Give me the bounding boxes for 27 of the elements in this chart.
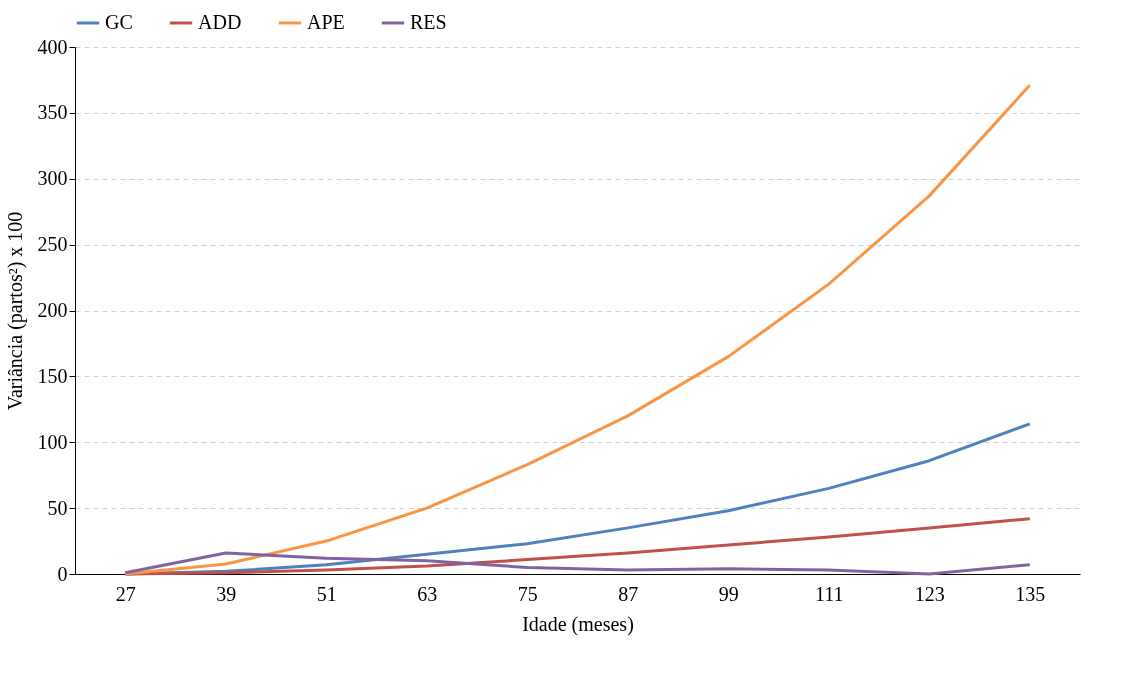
y-tick-label: 250 (37, 233, 68, 256)
y-tick-label: 100 (37, 430, 68, 453)
y-tick-label: 400 (37, 35, 68, 58)
x-axis-title: Idade (meses) (522, 612, 634, 636)
x-tick-label: 51 (316, 582, 337, 605)
y-tick-label: 0 (57, 562, 68, 585)
y-tick-label: 150 (37, 364, 68, 387)
x-tick-label: 39 (216, 582, 237, 605)
x-tick-label: 27 (115, 582, 136, 605)
x-tick-label: 87 (618, 582, 639, 605)
x-tick-label: 63 (417, 582, 438, 605)
x-tick-label: 99 (718, 582, 739, 605)
line-series (123, 83, 1032, 576)
line-series (123, 551, 1032, 576)
y-tick-label: 300 (37, 167, 68, 190)
legend-label: RES (410, 11, 447, 33)
legend-label: APE (307, 11, 345, 33)
x-tick-label: 75 (517, 582, 538, 605)
y-axis-title: Variância (partos²) x 100 (3, 211, 27, 411)
x-tick-label: 135 (1015, 582, 1046, 605)
y-tick-label: 50 (47, 496, 68, 519)
y-tick-label: 200 (37, 299, 68, 321)
legend-label: GC (105, 11, 133, 33)
x-tick-label: 123 (914, 582, 945, 605)
legend-label: ADD (198, 11, 242, 33)
y-tick-label: 350 (37, 101, 68, 124)
x-tick-label: 111 (814, 582, 844, 605)
